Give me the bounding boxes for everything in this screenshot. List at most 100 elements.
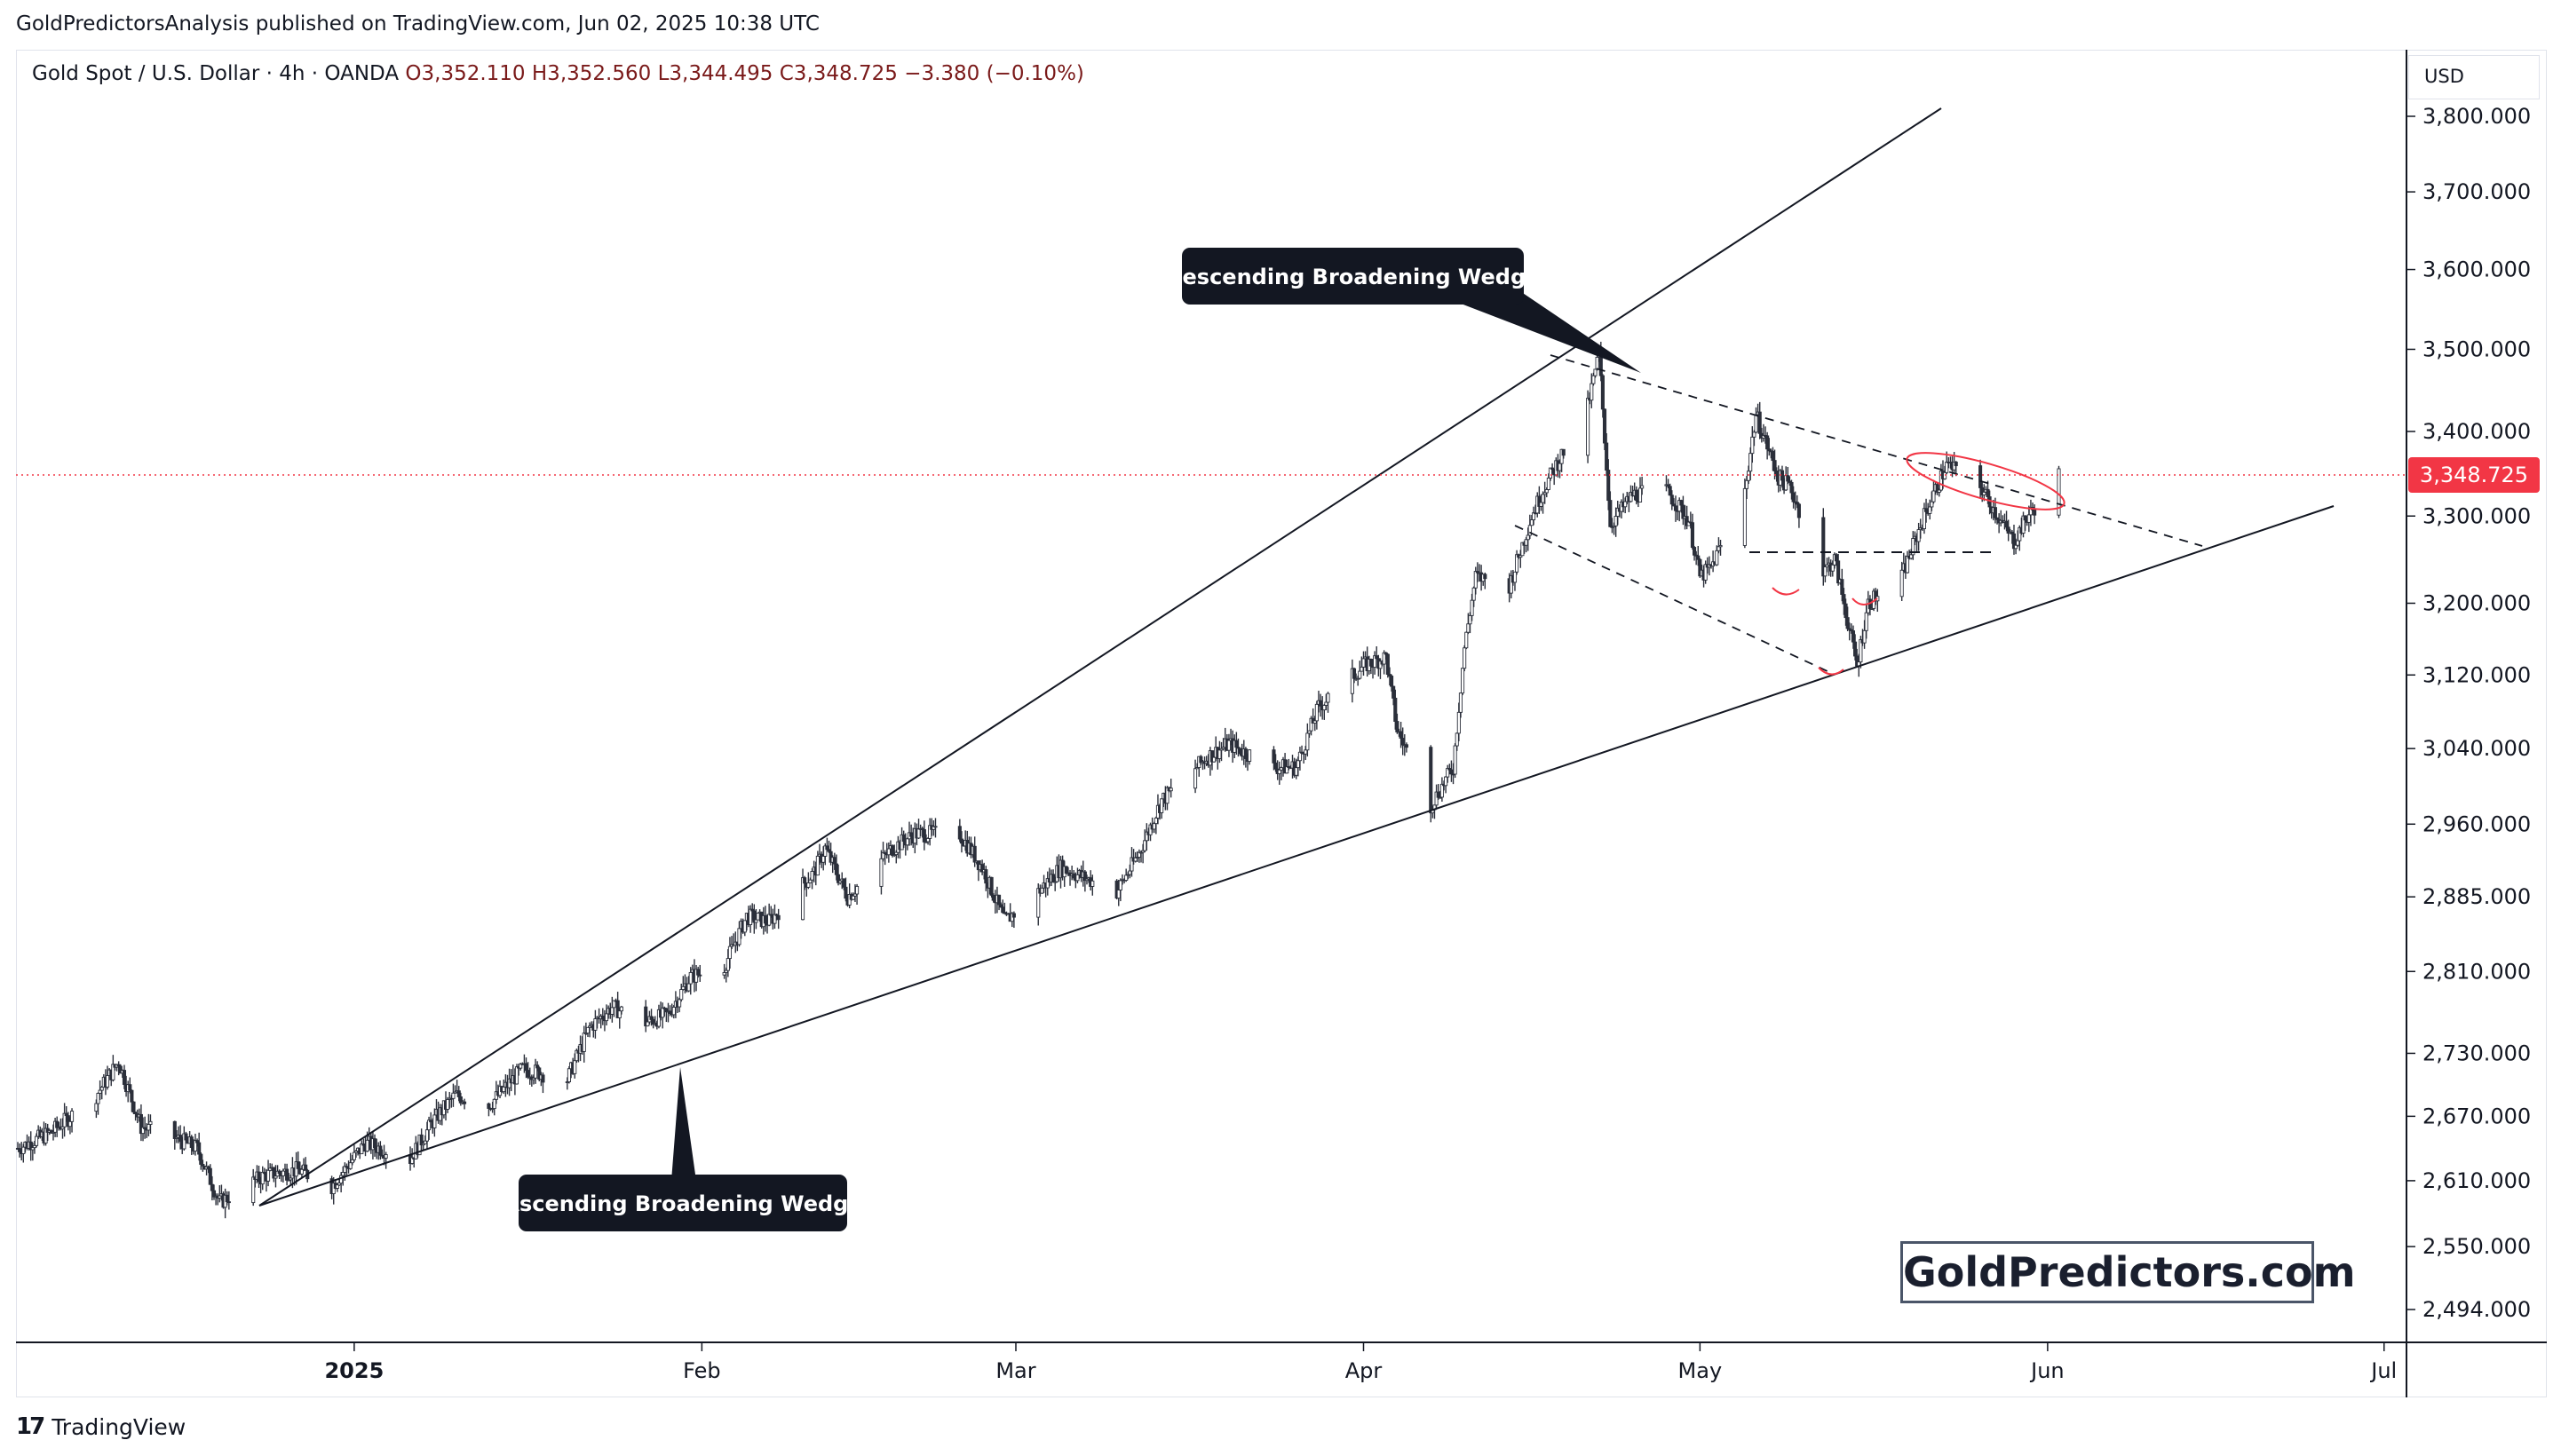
candle-body-up <box>1322 705 1327 711</box>
candle-body-up <box>1916 529 1921 542</box>
footer-brand[interactable]: 17 TradingView <box>16 1413 186 1440</box>
candle <box>1067 869 1073 886</box>
candle-body-up <box>1118 880 1122 890</box>
candle-body-down <box>1449 769 1454 775</box>
candle-body-down <box>1853 641 1858 657</box>
candle-body-down <box>1668 486 1672 496</box>
candle <box>335 1183 339 1192</box>
candle-body-down <box>1273 762 1278 770</box>
candle-body-up <box>1943 471 1947 479</box>
candle <box>126 1080 131 1103</box>
candle-body-up <box>348 1162 353 1169</box>
candle <box>1527 514 1532 540</box>
candle <box>251 1168 256 1207</box>
candle <box>2057 465 2061 518</box>
symbol-label[interactable]: Gold Spot / U.S. Dollar · 4h · OANDA <box>32 62 400 85</box>
candle-body-down <box>1352 668 1357 679</box>
candle-body-up <box>260 1171 265 1185</box>
ascending-wedge-upper-line <box>258 107 1942 1207</box>
descending-wedge-callout[interactable]: Descending Broadening Wedge <box>1165 248 1641 373</box>
candle <box>855 883 860 906</box>
candle-body-up <box>67 1120 72 1128</box>
candle <box>1602 408 1607 450</box>
candle-body-up <box>823 845 828 857</box>
tradingview-label: TradingView <box>52 1413 186 1440</box>
candle <box>1550 463 1555 474</box>
descending-callout-text: Descending Broadening Wedge <box>1165 265 1541 289</box>
candle-body-down <box>1673 505 1678 511</box>
candle <box>372 1134 377 1157</box>
candle-body-down <box>189 1136 194 1148</box>
candle-body-up <box>105 1075 110 1088</box>
candle-body-up <box>1277 769 1281 774</box>
trendlines-layer <box>16 107 2406 1207</box>
candle-body-up <box>1324 701 1328 706</box>
candle-body-down <box>419 1134 424 1146</box>
candle <box>933 818 938 838</box>
candle-body-up <box>1040 887 1044 894</box>
candle-body-up <box>111 1064 115 1080</box>
candle-body-down <box>463 1101 467 1104</box>
candle-body-up <box>756 913 760 921</box>
candle-body-down <box>1199 756 1203 764</box>
currency-selector[interactable] <box>2408 55 2540 99</box>
candle <box>1217 740 1222 764</box>
candle-body-down <box>803 877 807 884</box>
candle <box>678 997 682 1013</box>
candle-body-down <box>18 1148 22 1152</box>
candle-body-up <box>1593 368 1598 376</box>
candle <box>299 1165 304 1178</box>
candle <box>1456 702 1461 741</box>
candle <box>2011 524 2017 555</box>
x-tick-label: Feb <box>683 1358 721 1383</box>
candle <box>1404 742 1408 753</box>
candle-body-up <box>810 871 814 881</box>
candle <box>879 850 884 895</box>
candle <box>980 859 985 875</box>
candle <box>1978 459 1983 498</box>
candle-body-up <box>1297 751 1302 762</box>
candle-body-up <box>1154 817 1158 825</box>
candle <box>257 1165 261 1189</box>
ohlc-legend: Gold Spot / U.S. Dollar · 4h · OANDA O3,… <box>32 62 1084 85</box>
candle-body-up <box>1899 569 1904 597</box>
candle-body-up <box>266 1169 271 1182</box>
candle <box>573 1053 577 1079</box>
candle-body-down <box>524 1063 528 1072</box>
candle-body-down <box>832 857 836 865</box>
candle <box>492 1098 496 1116</box>
y-tick-label: 2,960.000 <box>2422 811 2531 836</box>
candle-body-down <box>456 1090 461 1097</box>
x-tick-label: May <box>1678 1358 1723 1383</box>
candle <box>172 1120 177 1150</box>
candle <box>1744 476 1749 500</box>
candle <box>1606 459 1611 510</box>
candle <box>529 1074 534 1087</box>
candle-body-up <box>1526 534 1530 541</box>
right-shoulder-arc <box>1851 597 1878 605</box>
change-value: −3.380 (−0.10%) <box>904 62 1084 85</box>
candle <box>1859 636 1863 669</box>
ascending-wedge-callout[interactable]: Ascending Broadening Wedge <box>503 1067 863 1231</box>
candle-body-up <box>21 1146 26 1154</box>
candle-body-up <box>423 1140 427 1144</box>
candle-body-up <box>1116 890 1121 899</box>
candle <box>2014 538 2018 555</box>
candle <box>1199 755 1203 765</box>
candle <box>201 1159 205 1172</box>
currency-label[interactable]: USD <box>2424 66 2464 87</box>
candle <box>199 1151 203 1170</box>
candle <box>836 864 841 886</box>
candle <box>541 1072 545 1094</box>
current-price-tag: 3,348.725 <box>2408 457 2540 493</box>
candle-body-up <box>1928 506 1932 514</box>
candle <box>976 860 980 882</box>
candle <box>752 904 757 934</box>
candle-body-up <box>681 985 686 990</box>
candle-body-down <box>197 1142 202 1155</box>
candle-body-up <box>604 1013 609 1022</box>
candle-body-up <box>1623 501 1628 508</box>
candle-body-up <box>879 858 884 887</box>
candle <box>1715 545 1719 566</box>
